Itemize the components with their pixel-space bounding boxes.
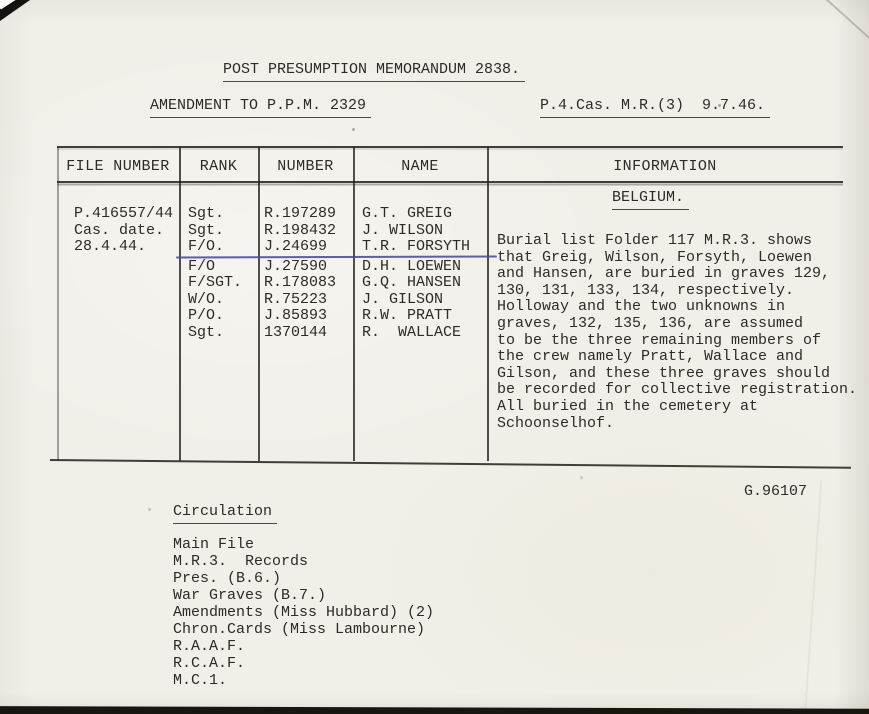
column-header-file-number: FILE NUMBER: [66, 158, 170, 175]
crew-service-number: R.75223: [264, 290, 328, 308]
crew-service-number: J.24699: [264, 238, 328, 255]
crew-rank: F/O.: [188, 238, 225, 255]
crew-rank: Sgt.: [188, 221, 225, 239]
circulation-item: Amendments (Miss Hubbard) (2): [173, 604, 435, 621]
amendment-reference: AMENDMENT TO P.P.M. 2329: [150, 97, 372, 118]
memo-title-text: POST PRESUMPTION MEMORANDUM 2838.: [223, 61, 526, 82]
information-line: 130, 131, 133, 134, respectively.: [497, 281, 795, 299]
information-line: the crew namely Pratt, Wallace and: [497, 348, 804, 366]
information-country-heading: BELGIUM.: [612, 189, 690, 210]
crew-name: R.W. PRATT: [362, 307, 453, 324]
table-column-rule: [179, 147, 181, 461]
circulation-item: M.C.1.: [173, 672, 228, 689]
table-column-rule: [353, 147, 355, 461]
information-line: be recorded for collective registration.: [497, 381, 858, 399]
information-line: All buried in the cemetery at: [497, 397, 759, 415]
column-header-rank: RANK: [199, 158, 238, 175]
circulation-item: Pres. (B.6.): [173, 570, 282, 587]
file-number-line: Cas. date.: [74, 221, 165, 239]
crew-service-number: R.178083: [264, 274, 337, 291]
ink-speck: [352, 128, 355, 131]
information-line: Holloway and the two unknowns in: [497, 298, 786, 316]
ink-speck: [718, 104, 721, 107]
crew-name: J. WILSON: [362, 221, 444, 239]
crew-name: G.Q. HANSEN: [362, 274, 462, 291]
circulation-item: Main File: [173, 536, 255, 553]
information-line: Burial list Folder 117 M.R.3. shows: [497, 232, 813, 249]
information-line: and Hansen, are buried in graves 129,: [497, 265, 831, 283]
crew-rank: Sgt.: [188, 205, 225, 222]
circulation-item: War Graves (B.7.): [173, 587, 327, 604]
table-column-rule: [258, 147, 260, 461]
information-line: Schoonselhof.: [497, 414, 615, 432]
file-number-line: 28.4.44.: [74, 238, 147, 255]
file-number-line: P.416557/44: [74, 205, 174, 222]
circulation-heading: Circulation: [173, 503, 278, 524]
information-line: Gilson, and these three graves should: [497, 364, 831, 382]
crew-service-number: R.198432: [264, 221, 337, 239]
circulation-heading-text: Circulation: [173, 503, 278, 524]
circulation-list: Main File M.R.3. Records Pres. (B.6.) War G…: [173, 536, 434, 689]
crew-rank: F/O: [188, 257, 216, 275]
crew-rank: P/O.: [188, 307, 225, 324]
paper-crease-right: [803, 480, 823, 714]
table-top-rule: [57, 146, 843, 148]
rank-column: Sgt. Sgt. F/O. F/O F/SGT. W/O. P/O. Sgt.: [188, 205, 243, 341]
column-header-name: NAME: [401, 158, 439, 175]
paper-crease-top-right: [820, 0, 869, 42]
table-header-rule: [57, 181, 843, 183]
amendment-reference-text: AMENDMENT TO P.P.M. 2329: [150, 97, 372, 118]
service-number-column: R.197289 R.198432 J.24699 J.27590 R.178083 R.…: [264, 205, 337, 341]
ink-speck: [580, 476, 583, 479]
crew-service-number: 1370144: [264, 323, 328, 341]
section-date-reference-text: P.4.Cas. M.R.(3) 9.7.46.: [540, 97, 771, 118]
crew-name: R. WALLACE: [362, 323, 462, 341]
crew-rank: F/SGT.: [188, 274, 243, 291]
ink-speck: [148, 508, 151, 511]
crew-name: T.R. FORSYTH: [362, 238, 471, 255]
crew-rank: W/O.: [188, 290, 225, 308]
table-left-rule: [57, 147, 59, 461]
crew-name: D.H. LOEWEN: [362, 257, 462, 275]
file-number-cell: P.416557/44 Cas. date. 28.4.44.: [74, 205, 174, 256]
crew-name: G.T. GREIG: [362, 205, 453, 222]
crew-service-number: J.85893: [264, 307, 328, 324]
information-line: that Greig, Wilson, Forsyth, Loewen: [497, 248, 813, 266]
section-date-reference: P.4.Cas. M.R.(3) 9.7.46.: [540, 97, 771, 118]
circulation-item: R.C.A.F.: [173, 655, 246, 672]
column-header-number: NUMBER: [277, 158, 334, 175]
table-column-rule: [487, 147, 489, 461]
information-paragraph: Burial list Folder 117 M.R.3. shows that …: [497, 232, 863, 432]
name-column: G.T. GREIG J. WILSON T.R. FORSYTH D.H. LOEW…: [362, 205, 471, 341]
memo-title: POST PRESUMPTION MEMORANDUM 2838.: [223, 61, 526, 82]
crew-service-number: J.27590: [264, 257, 328, 275]
information-line: graves, 132, 135, 136, are assumed: [497, 314, 804, 332]
scan-edge-bottom: [0, 706, 869, 714]
circulation-item: M.R.3. Records: [173, 553, 309, 570]
table-bottom-rule: [49, 459, 851, 469]
circulation-item: R.A.A.F.: [173, 638, 246, 655]
crew-service-number: R.197289: [264, 205, 337, 222]
information-country-heading-text: BELGIUM.: [612, 189, 690, 210]
crew-rank: Sgt.: [188, 323, 225, 341]
circulation-item: Chron.Cards (Miss Lambourne): [173, 621, 426, 638]
information-line: to be the three remaining members of: [497, 331, 822, 349]
column-header-information: INFORMATION: [613, 158, 717, 175]
crew-name: J. GILSON: [362, 290, 444, 308]
document-reference-number: G.96107: [744, 483, 808, 500]
